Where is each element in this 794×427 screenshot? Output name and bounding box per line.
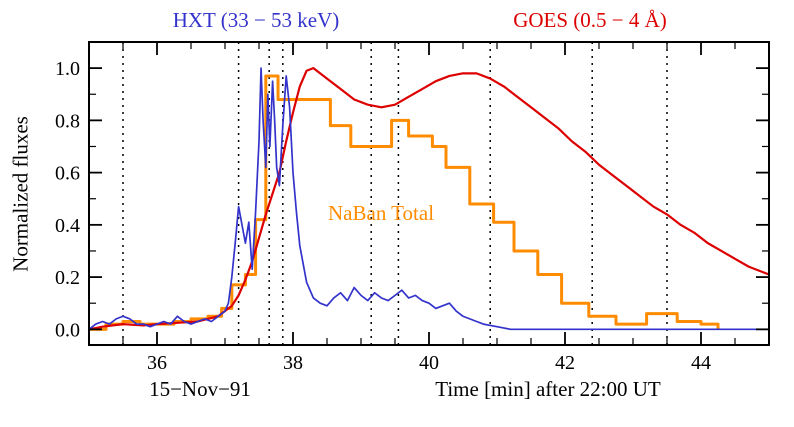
naban-total-label: NaBan Total (328, 201, 435, 225)
svg-text:0.4: 0.4 (55, 215, 80, 237)
svg-text:0.8: 0.8 (55, 110, 80, 132)
svg-text:0.2: 0.2 (55, 267, 80, 289)
hxt-legend-label: HXT (33 − 53 keV) (172, 8, 340, 32)
x-axis-label: Time [min] after 22:00 UT (435, 377, 661, 401)
svg-text:1.0: 1.0 (55, 58, 80, 80)
svg-text:44: 44 (691, 352, 711, 374)
svg-text:42: 42 (555, 352, 575, 374)
y-axis-label: Normalized fluxes (8, 116, 33, 272)
goes-legend-label: GOES (0.5 − 4 Å) (513, 8, 667, 32)
svg-text:38: 38 (283, 352, 303, 374)
svg-text:40: 40 (419, 352, 439, 374)
svg-text:0.6: 0.6 (55, 163, 80, 185)
svg-text:36: 36 (147, 352, 167, 374)
date-label: 15−Nov−91 (149, 377, 251, 401)
svg-text:0.0: 0.0 (55, 319, 80, 341)
